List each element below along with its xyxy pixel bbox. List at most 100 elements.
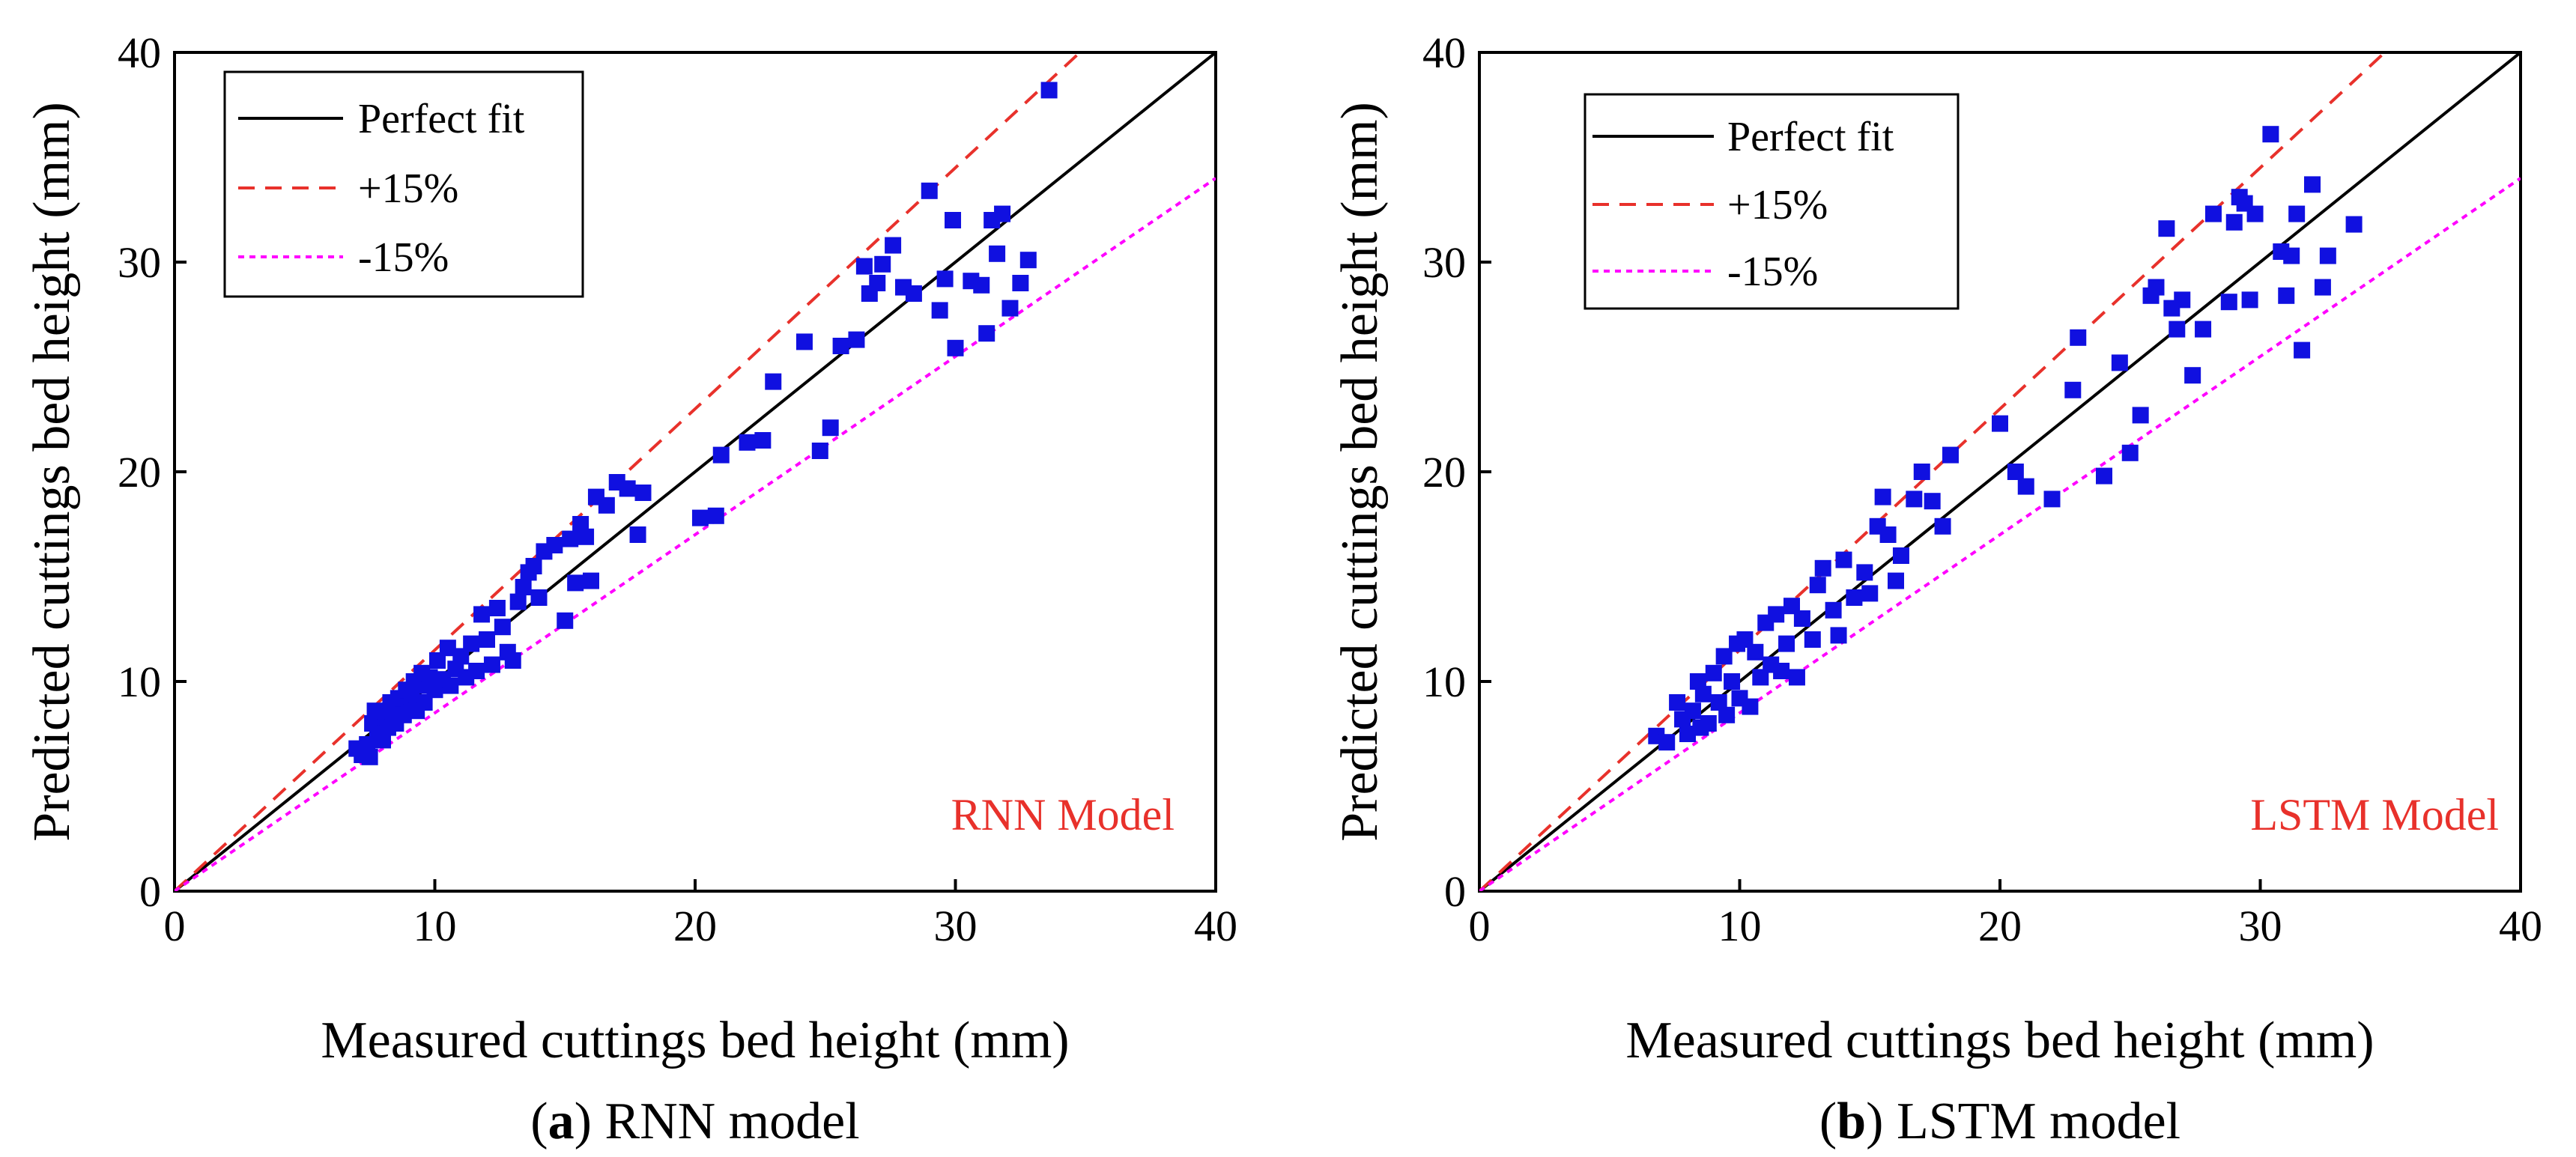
data-point — [2007, 464, 2024, 480]
data-point — [869, 275, 886, 291]
data-point — [479, 631, 495, 648]
caption: (a) RNN model — [530, 1093, 859, 1150]
data-point — [463, 635, 480, 652]
data-point — [2278, 287, 2295, 304]
data-point — [2288, 205, 2306, 222]
data-point — [936, 270, 954, 288]
data-point — [629, 526, 646, 543]
x-axis-label: Measured cuttings bed height (mm) — [1625, 1012, 2374, 1069]
y-tick-labels: 0 10 20 30 40 — [118, 28, 161, 916]
data-point — [2283, 247, 2300, 264]
data-point — [754, 432, 772, 449]
data-point — [1689, 673, 1706, 690]
data-point — [509, 593, 527, 610]
data-point — [2064, 381, 2082, 398]
data-point — [1892, 547, 1909, 564]
data-point — [2241, 291, 2258, 309]
data-point — [1942, 446, 1959, 464]
legend-label-perfect-fit: Perfect fit — [1727, 114, 1894, 160]
data-point — [1879, 526, 1897, 543]
data-point — [1992, 415, 2008, 432]
data-point — [994, 205, 1011, 222]
reference-line-15 — [175, 177, 1216, 891]
data-point — [1783, 598, 1800, 615]
data-point — [874, 255, 891, 273]
data-point — [2121, 444, 2139, 461]
data-point — [468, 663, 485, 679]
data-point — [483, 656, 500, 673]
data-point — [931, 302, 948, 319]
data-point — [442, 677, 459, 694]
legend-label-perfect-fit: Perfect fit — [358, 96, 525, 142]
data-point — [428, 652, 446, 669]
data-point — [811, 443, 828, 459]
x-tick-labels: 0 10 20 30 40 — [164, 902, 1238, 950]
data-point — [525, 558, 542, 574]
data-point — [578, 528, 595, 545]
legend-box — [223, 70, 584, 298]
data-point — [1684, 702, 1701, 720]
x-tick-label: 0 — [164, 902, 186, 950]
data-point — [452, 648, 470, 665]
data-point — [1019, 252, 1037, 269]
data-point — [1724, 673, 1741, 690]
data-point — [795, 333, 813, 350]
data-point — [1694, 685, 1712, 702]
y-tick-label: 0 — [1444, 867, 1466, 916]
caption-text: LSTM model — [1897, 1093, 2180, 1150]
reference-line-perfect-fit — [1479, 52, 2521, 891]
legend-label-plus-15: +15% — [358, 165, 458, 212]
legend-label-minus-15: -15% — [358, 234, 449, 281]
data-point — [1913, 464, 1930, 480]
x-axis-label: Measured cuttings bed height (mm) — [321, 1012, 1069, 1069]
reference-line-15 — [1479, 177, 2521, 891]
y-axis-label: Predicted cuttings bed height (mm) — [1331, 102, 1389, 842]
data-point — [1804, 631, 1821, 648]
data-point — [921, 182, 938, 199]
data-point — [2043, 491, 2061, 508]
data-point — [1752, 669, 1769, 686]
data-point — [2132, 407, 2149, 424]
data-point — [1861, 585, 1879, 602]
data-point — [473, 606, 491, 623]
data-point — [945, 212, 962, 228]
y-tick-label: 40 — [118, 28, 161, 77]
y-tick-labels: 0 10 20 30 40 — [1422, 28, 1466, 916]
data-point — [2169, 321, 2186, 338]
data-point — [416, 694, 433, 711]
data-point — [2246, 205, 2264, 222]
y-axis-label: Predicted cuttings bed height (mm) — [23, 102, 81, 842]
caption-letter: a — [548, 1093, 575, 1150]
data-point — [546, 537, 563, 553]
data-point — [1768, 606, 1785, 623]
y-tick-label: 40 — [1422, 28, 1466, 77]
data-point — [2096, 467, 2112, 485]
data-point — [2174, 291, 2191, 309]
model-label: LSTM Model — [2250, 790, 2499, 839]
x-tick-label: 30 — [934, 902, 978, 950]
x-tick-label: 40 — [2499, 902, 2542, 950]
data-point — [1788, 669, 1805, 686]
model-label: RNN Model — [951, 790, 1175, 839]
data-point — [947, 339, 964, 356]
data-points — [348, 82, 1058, 765]
data-point — [1906, 491, 1923, 508]
data-point — [1700, 715, 1717, 732]
data-point — [504, 652, 521, 669]
data-point — [1888, 572, 1904, 589]
legend-label-plus-15: +15% — [1727, 182, 1828, 228]
data-point — [567, 574, 584, 592]
data-point — [2319, 247, 2336, 264]
y-tick-label: 10 — [1422, 658, 1466, 706]
data-point — [1846, 589, 1863, 606]
axis-lines — [173, 51, 1217, 893]
data-point — [634, 485, 652, 501]
data-point — [2262, 126, 2279, 143]
data-point — [2220, 294, 2237, 311]
data-point — [1658, 734, 1676, 751]
x-tick-label: 20 — [1978, 902, 2022, 950]
x-tick-label: 0 — [1469, 902, 1491, 950]
legend-label-minus-15: -15% — [1727, 249, 1818, 295]
data-point — [583, 572, 599, 589]
